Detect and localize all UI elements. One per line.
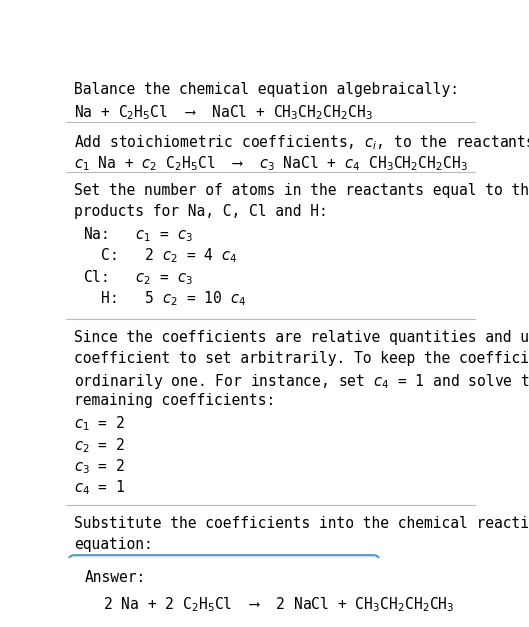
Text: Balance the chemical equation algebraically:: Balance the chemical equation algebraica… bbox=[74, 83, 459, 97]
Text: Answer:: Answer: bbox=[85, 569, 146, 584]
Text: $c_3$ = 2: $c_3$ = 2 bbox=[74, 457, 125, 476]
Text: Since the coefficients are relative quantities and underdetermined, choose a: Since the coefficients are relative quan… bbox=[74, 330, 529, 345]
Text: 2 Na + 2 C$_2$H$_5$Cl  ⟶  2 NaCl + CH$_3$CH$_2$CH$_2$CH$_3$: 2 Na + 2 C$_2$H$_5$Cl ⟶ 2 NaCl + CH$_3$C… bbox=[103, 595, 454, 614]
Text: Set the number of atoms in the reactants equal to the number of atoms in the: Set the number of atoms in the reactants… bbox=[74, 183, 529, 198]
Text: $c_2$ = 2: $c_2$ = 2 bbox=[74, 436, 125, 455]
FancyBboxPatch shape bbox=[68, 555, 380, 627]
Text: coefficient to set arbitrarily. To keep the coefficients small, the arbitrary va: coefficient to set arbitrarily. To keep … bbox=[74, 351, 529, 366]
Text: H:   5 $c_2$ = 10 $c_4$: H: 5 $c_2$ = 10 $c_4$ bbox=[83, 289, 245, 308]
Text: $c_1$ Na + $c_2$ C$_2$H$_5$Cl  ⟶  $c_3$ NaCl + $c_4$ CH$_3$CH$_2$CH$_2$CH$_3$: $c_1$ Na + $c_2$ C$_2$H$_5$Cl ⟶ $c_3$ Na… bbox=[74, 154, 468, 172]
Text: products for Na, C, Cl and H:: products for Na, C, Cl and H: bbox=[74, 204, 328, 219]
Text: $c_4$ = 1: $c_4$ = 1 bbox=[74, 478, 125, 497]
Text: Add stoichiometric coefficients, $c_i$, to the reactants and products:: Add stoichiometric coefficients, $c_i$, … bbox=[74, 133, 529, 152]
Text: equation:: equation: bbox=[74, 537, 153, 552]
Text: ordinarily one. For instance, set $c_4$ = 1 and solve the system of equations fo: ordinarily one. For instance, set $c_4$ … bbox=[74, 372, 529, 391]
Text: Na:   $c_1$ = $c_3$: Na: $c_1$ = $c_3$ bbox=[83, 225, 193, 244]
Text: C:   2 $c_2$ = 4 $c_4$: C: 2 $c_2$ = 4 $c_4$ bbox=[83, 246, 237, 265]
Text: remaining coefficients:: remaining coefficients: bbox=[74, 393, 276, 408]
Text: Na + C$_2$H$_5$Cl  ⟶  NaCl + CH$_3$CH$_2$CH$_2$CH$_3$: Na + C$_2$H$_5$Cl ⟶ NaCl + CH$_3$CH$_2$C… bbox=[74, 103, 373, 122]
Text: Cl:   $c_2$ = $c_3$: Cl: $c_2$ = $c_3$ bbox=[83, 268, 193, 287]
Text: $c_1$ = 2: $c_1$ = 2 bbox=[74, 414, 125, 433]
Text: Substitute the coefficients into the chemical reaction to obtain the balanced: Substitute the coefficients into the che… bbox=[74, 516, 529, 531]
